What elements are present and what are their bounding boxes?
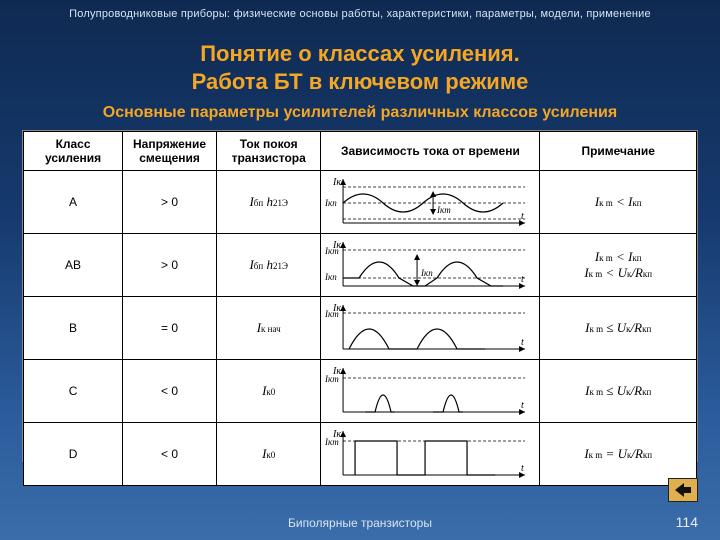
svg-text:t: t [521,274,524,285]
table-row: C < 0 Iк0 Iк t Iкm Iк m ≤ Uк/Rкп [24,360,697,423]
wave-cell: Iк t Iкп Iкm [321,171,540,234]
note-cell: Iк m ≤ Uк/Rкп [540,360,697,423]
page-number: 114 [676,514,698,530]
bias-cell: < 0 [123,360,217,423]
table-row: AB > 0 Iбп h21Э Iк t Iкп Iкm Iкп [24,234,697,297]
bias-cell: > 0 [123,234,217,297]
title-line1: Понятие о классах усиления. [200,41,520,66]
svg-text:Iкm: Iкm [325,246,339,256]
col-wave-header: Зависимость тока от времени [321,132,540,171]
note-cell: Iк m ≤ Uк/Rкп [540,297,697,360]
wave-cell: Iк t Iкm [321,360,540,423]
table-row: D < 0 Iк0 Iк t Iкm Iк m = Uк/Rкп [24,423,697,486]
slide-title: Понятие о классах усиления. Работа БТ в … [0,40,720,95]
quies-cell: Iк нач [217,297,321,360]
class-cell: AB [24,234,123,297]
col-class-header: Класс усиления [24,132,123,171]
col-quies-header: Ток покоя транзистора [217,132,321,171]
svg-text:Iкm: Iкm [325,374,339,384]
slide-subtitle: Основные параметры усилителей различных … [0,104,720,122]
svg-text:Iкm: Iкm [436,205,451,215]
class-cell: C [24,360,123,423]
quies-cell: Iбп h21Э [217,171,321,234]
class-cell: A [24,171,123,234]
bias-cell: < 0 [123,423,217,486]
note-cell: Iк m < Iкп Iк m < Uк/Rкп [540,234,697,297]
title-line2: Работа БТ в ключевом режиме [192,69,529,94]
svg-text:Iкп: Iкп [420,268,433,278]
note-cell: Iк m < Iкп [540,171,697,234]
svg-text:Iкп: Iкп [325,272,337,282]
svg-text:Iкm: Iкm [325,309,339,319]
wave-cell: Iк t Iкп Iкm Iкп [321,234,540,297]
svg-text:Iк: Iк [332,177,341,188]
amplifier-class-table: Класс усиления Напряжение смещения Ток п… [22,130,698,462]
footer-caption: Биполярные транзисторы [0,516,720,530]
table-row: B = 0 Iк нач Iк t Iкm Iк m ≤ Uк/Rкп [24,297,697,360]
col-bias-header: Напряжение смещения [123,132,217,171]
svg-text:Iкп: Iкп [325,198,337,208]
back-button[interactable] [668,478,698,502]
svg-text:t: t [521,211,524,222]
svg-text:t: t [521,400,524,411]
quies-cell: Iк0 [217,423,321,486]
svg-text:Iкm: Iкm [325,437,339,447]
quies-cell: Iбп h21Э [217,234,321,297]
table-row: A > 0 Iбп h21Э Iк t Iкп Iкm [24,171,697,234]
course-header: Полупроводниковые приборы: физические ос… [0,8,720,20]
table-header-row: Класс усиления Напряжение смещения Ток п… [24,132,697,171]
quies-cell: Iк0 [217,360,321,423]
wave-cell: Iк t Iкm [321,297,540,360]
svg-text:t: t [521,337,524,348]
bias-cell: > 0 [123,171,217,234]
note-cell: Iк m = Uк/Rкп [540,423,697,486]
bias-cell: = 0 [123,297,217,360]
svg-text:t: t [521,463,524,474]
class-cell: D [24,423,123,486]
class-cell: B [24,297,123,360]
wave-cell: Iк t Iкm [321,423,540,486]
col-note-header: Примечание [540,132,697,171]
back-arrow-icon [675,483,691,497]
